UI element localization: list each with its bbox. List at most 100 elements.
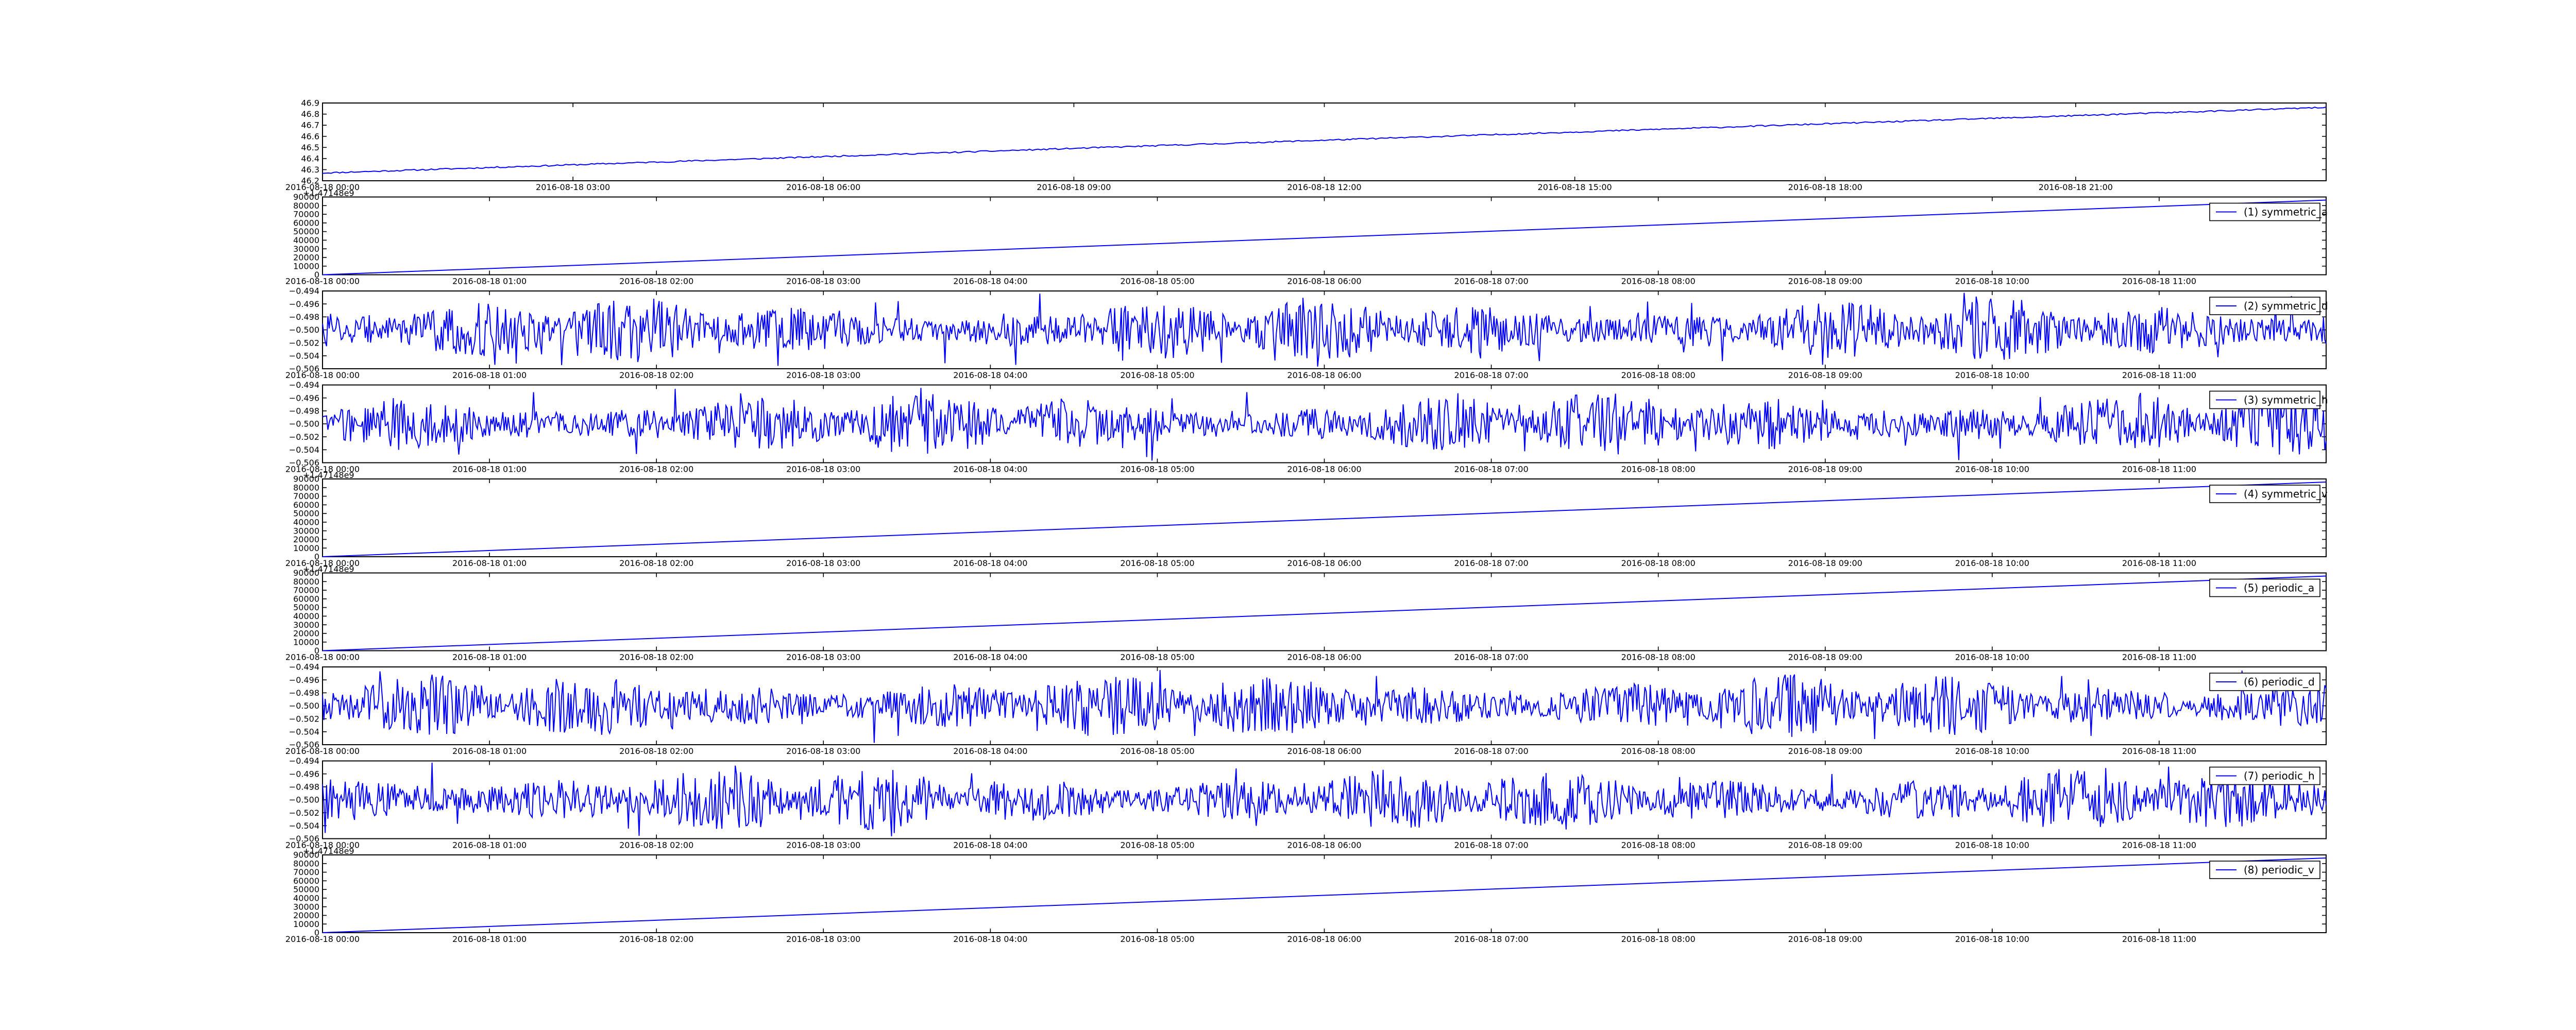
y-tick-label: −0.500 <box>289 795 319 805</box>
y-tick-label: −0.502 <box>289 714 319 724</box>
y-tick-label: −0.494 <box>289 662 319 672</box>
legend-label: (6) periodic_d <box>2244 676 2315 688</box>
chart-panel-5: 0100002000030000400005000060000700008000… <box>285 470 2328 568</box>
y-tick-label: −0.498 <box>289 406 319 416</box>
y-tick-label: −0.506 <box>289 834 319 844</box>
x-tick-label: 2016-08-18 03:00 <box>786 934 860 944</box>
y-tick-label: −0.502 <box>289 338 319 348</box>
chart-panel-3: −0.506 −0.504 −0.502 −0.500 −0.498 −0.496 −0.4… <box>285 286 2328 380</box>
x-tick-label: 2016-08-18 01:00 <box>452 277 527 286</box>
x-tick-label: 2016-08-18 00:00 <box>285 558 360 568</box>
y-tick-label: 30000 <box>293 244 319 254</box>
y-tick-label: −0.496 <box>289 393 319 403</box>
y-tick-label: 50000 <box>293 509 319 519</box>
x-tick-label: 2016-08-18 06:00 <box>1287 840 1361 850</box>
legend-label: (1) symmetric_a <box>2244 206 2328 218</box>
x-tick-label: 2016-08-18 03:00 <box>786 277 860 286</box>
x-tick-label: 2016-08-18 05:00 <box>1120 746 1194 756</box>
x-tick-label: 2016-08-18 02:00 <box>619 746 693 756</box>
y-tick-label: 30000 <box>293 902 319 912</box>
x-tick-label: 2016-08-18 03:00 <box>786 465 860 474</box>
x-tick-label: 2016-08-18 09:00 <box>1788 653 1862 662</box>
x-tick-label: 2016-08-18 21:00 <box>2039 182 2113 192</box>
y-tick-label: −0.494 <box>289 286 319 296</box>
chart-panel-4: −0.506 −0.504 −0.502 −0.500 −0.498 −0.496 −0.4… <box>285 380 2328 474</box>
y-tick-label: −0.494 <box>289 380 319 390</box>
chart-panel-7: −0.506 −0.504 −0.502 −0.500 −0.498 −0.496 −0.4… <box>285 662 2327 756</box>
y-tick-label: 50000 <box>293 227 319 236</box>
x-tick-label: 2016-08-18 11:00 <box>2122 465 2196 474</box>
chart-panel-8: −0.506 −0.504 −0.502 −0.500 −0.498 −0.496 −0.4… <box>285 756 2327 850</box>
x-tick-label: 2016-08-18 09:00 <box>1037 182 1111 192</box>
y-tick-label: 80000 <box>293 483 319 492</box>
x-tick-label: 2016-08-18 01:00 <box>452 934 527 944</box>
x-tick-label: 2016-08-18 06:00 <box>1287 370 1361 380</box>
y-tick-label: −0.502 <box>289 808 319 818</box>
y-tick-label: 90000 <box>293 192 319 202</box>
y-tick-label: −0.496 <box>289 299 319 309</box>
y-tick-label: −0.500 <box>289 419 319 429</box>
x-tick-label: 2016-08-18 10:00 <box>1955 558 2029 568</box>
x-tick-label: 2016-08-18 03:00 <box>786 653 860 662</box>
y-tick-label: 46.6 <box>301 131 319 141</box>
x-tick-label: 2016-08-18 00:00 <box>285 277 360 286</box>
x-tick-label: 2016-08-18 00:00 <box>285 746 360 756</box>
legend-label: (7) periodic_h <box>2244 770 2315 782</box>
series-line <box>322 857 2327 933</box>
x-tick-label: 2016-08-18 03:00 <box>536 182 610 192</box>
x-tick-label: 2016-08-18 18:00 <box>1788 182 1862 192</box>
x-tick-label: 2016-08-18 02:00 <box>619 277 693 286</box>
x-tick-label: 2016-08-18 04:00 <box>953 277 1027 286</box>
y-tick-label: 30000 <box>293 526 319 536</box>
x-tick-label: 2016-08-18 02:00 <box>619 840 693 850</box>
x-tick-label: 2016-08-18 10:00 <box>1955 934 2029 944</box>
x-tick-label: 2016-08-18 00:00 <box>285 370 360 380</box>
x-tick-label: 2016-08-18 10:00 <box>1955 465 2029 474</box>
legend-label: (3) symmetric_h <box>2244 394 2328 406</box>
y-tick-label: −0.500 <box>289 701 319 711</box>
x-tick-label: 2016-08-18 01:00 <box>452 840 527 850</box>
y-tick-label: 80000 <box>293 859 319 868</box>
legend: (2) symmetric_d <box>2209 297 2328 315</box>
y-tick-label: 40000 <box>293 611 319 621</box>
chart-panel-9: 0100002000030000400005000060000700008000… <box>285 846 2327 944</box>
legend: (1) symmetric_a <box>2209 202 2328 221</box>
legend-label: (4) symmetric_v <box>2244 488 2328 500</box>
legend-label: (8) periodic_v <box>2244 864 2314 876</box>
y-tick-label: −0.498 <box>289 782 319 792</box>
x-tick-label: 2016-08-18 04:00 <box>953 840 1027 850</box>
y-tick-label: 0 <box>314 552 319 562</box>
x-tick-label: 2016-08-18 05:00 <box>1120 840 1194 850</box>
x-tick-label: 2016-08-18 07:00 <box>1454 653 1528 662</box>
x-tick-label: 2016-08-18 09:00 <box>1788 840 1862 850</box>
y-tick-label: 46.7 <box>301 121 319 130</box>
x-tick-label: 2016-08-18 02:00 <box>619 934 693 944</box>
x-tick-label: 2016-08-18 02:00 <box>619 653 693 662</box>
x-tick-label: 2016-08-18 11:00 <box>2122 746 2196 756</box>
x-tick-label: 2016-08-18 05:00 <box>1120 465 1194 474</box>
y-tick-label: 60000 <box>293 876 319 886</box>
y-tick-label: −0.502 <box>289 432 319 442</box>
x-tick-label: 2016-08-18 01:00 <box>452 653 527 662</box>
x-tick-label: 2016-08-18 02:00 <box>619 465 693 474</box>
x-tick-label: 2016-08-18 07:00 <box>1454 465 1528 474</box>
x-tick-label: 2016-08-18 04:00 <box>953 653 1027 662</box>
x-tick-label: 2016-08-18 07:00 <box>1454 370 1528 380</box>
x-tick-label: 2016-08-18 11:00 <box>2122 934 2196 944</box>
x-tick-label: 2016-08-18 11:00 <box>2122 277 2196 286</box>
y-tick-label: 60000 <box>293 594 319 604</box>
x-tick-label: 2016-08-18 01:00 <box>452 558 527 568</box>
x-tick-label: 2016-08-18 09:00 <box>1788 934 1862 944</box>
x-tick-label: 2016-08-18 15:00 <box>1538 182 1612 192</box>
x-tick-label: 2016-08-18 08:00 <box>1621 465 1696 474</box>
x-tick-label: 2016-08-18 02:00 <box>619 558 693 568</box>
y-tick-label: −0.496 <box>289 675 319 685</box>
x-tick-label: 2016-08-18 00:00 <box>285 840 360 850</box>
y-offset-label: +1.47148e9 <box>303 470 354 480</box>
x-tick-label: 2016-08-18 06:00 <box>1287 934 1361 944</box>
x-tick-label: 2016-08-18 02:00 <box>619 370 693 380</box>
x-tick-label: 2016-08-18 06:00 <box>1287 746 1361 756</box>
x-tick-label: 2016-08-18 05:00 <box>1120 934 1194 944</box>
series-line <box>322 106 2327 174</box>
legend: (7) periodic_h <box>2209 766 2320 785</box>
